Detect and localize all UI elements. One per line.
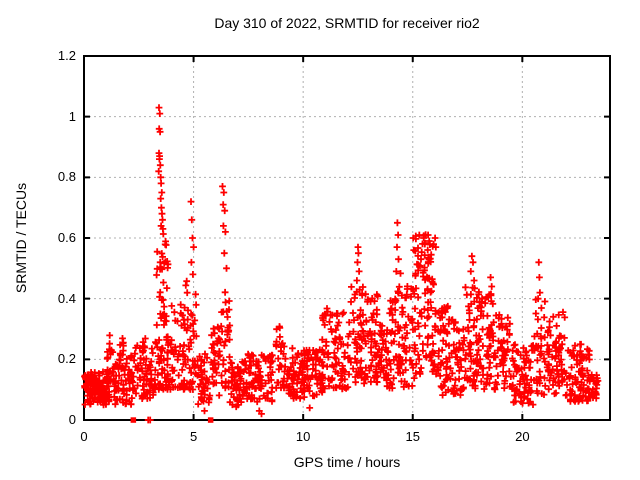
y-tick-label: 0 [68, 412, 76, 427]
x-tick-label: 5 [189, 429, 198, 444]
x-tick-label: 10 [295, 429, 311, 444]
zero-square-marker [207, 417, 214, 423]
x-tick-label: 0 [80, 429, 88, 444]
y-tick-label: 1 [68, 108, 76, 124]
y-tick-label: 0.6 [57, 230, 76, 245]
y-tick-label: 0.2 [57, 351, 76, 367]
x-tick-label: 20 [515, 429, 530, 444]
zero-square-marker [130, 417, 137, 423]
y-tick-label: 0.4 [57, 290, 76, 306]
y-tick-label: 0.8 [57, 169, 76, 185]
scatter-points [81, 104, 602, 424]
x-tick-label: 15 [405, 429, 420, 444]
chart-title: Day 310 of 2022, SRMTID for receiver rio… [214, 15, 480, 31]
x-axis-label: GPS time / hours [293, 454, 401, 470]
y-tick-label: 1.2 [57, 48, 76, 63]
